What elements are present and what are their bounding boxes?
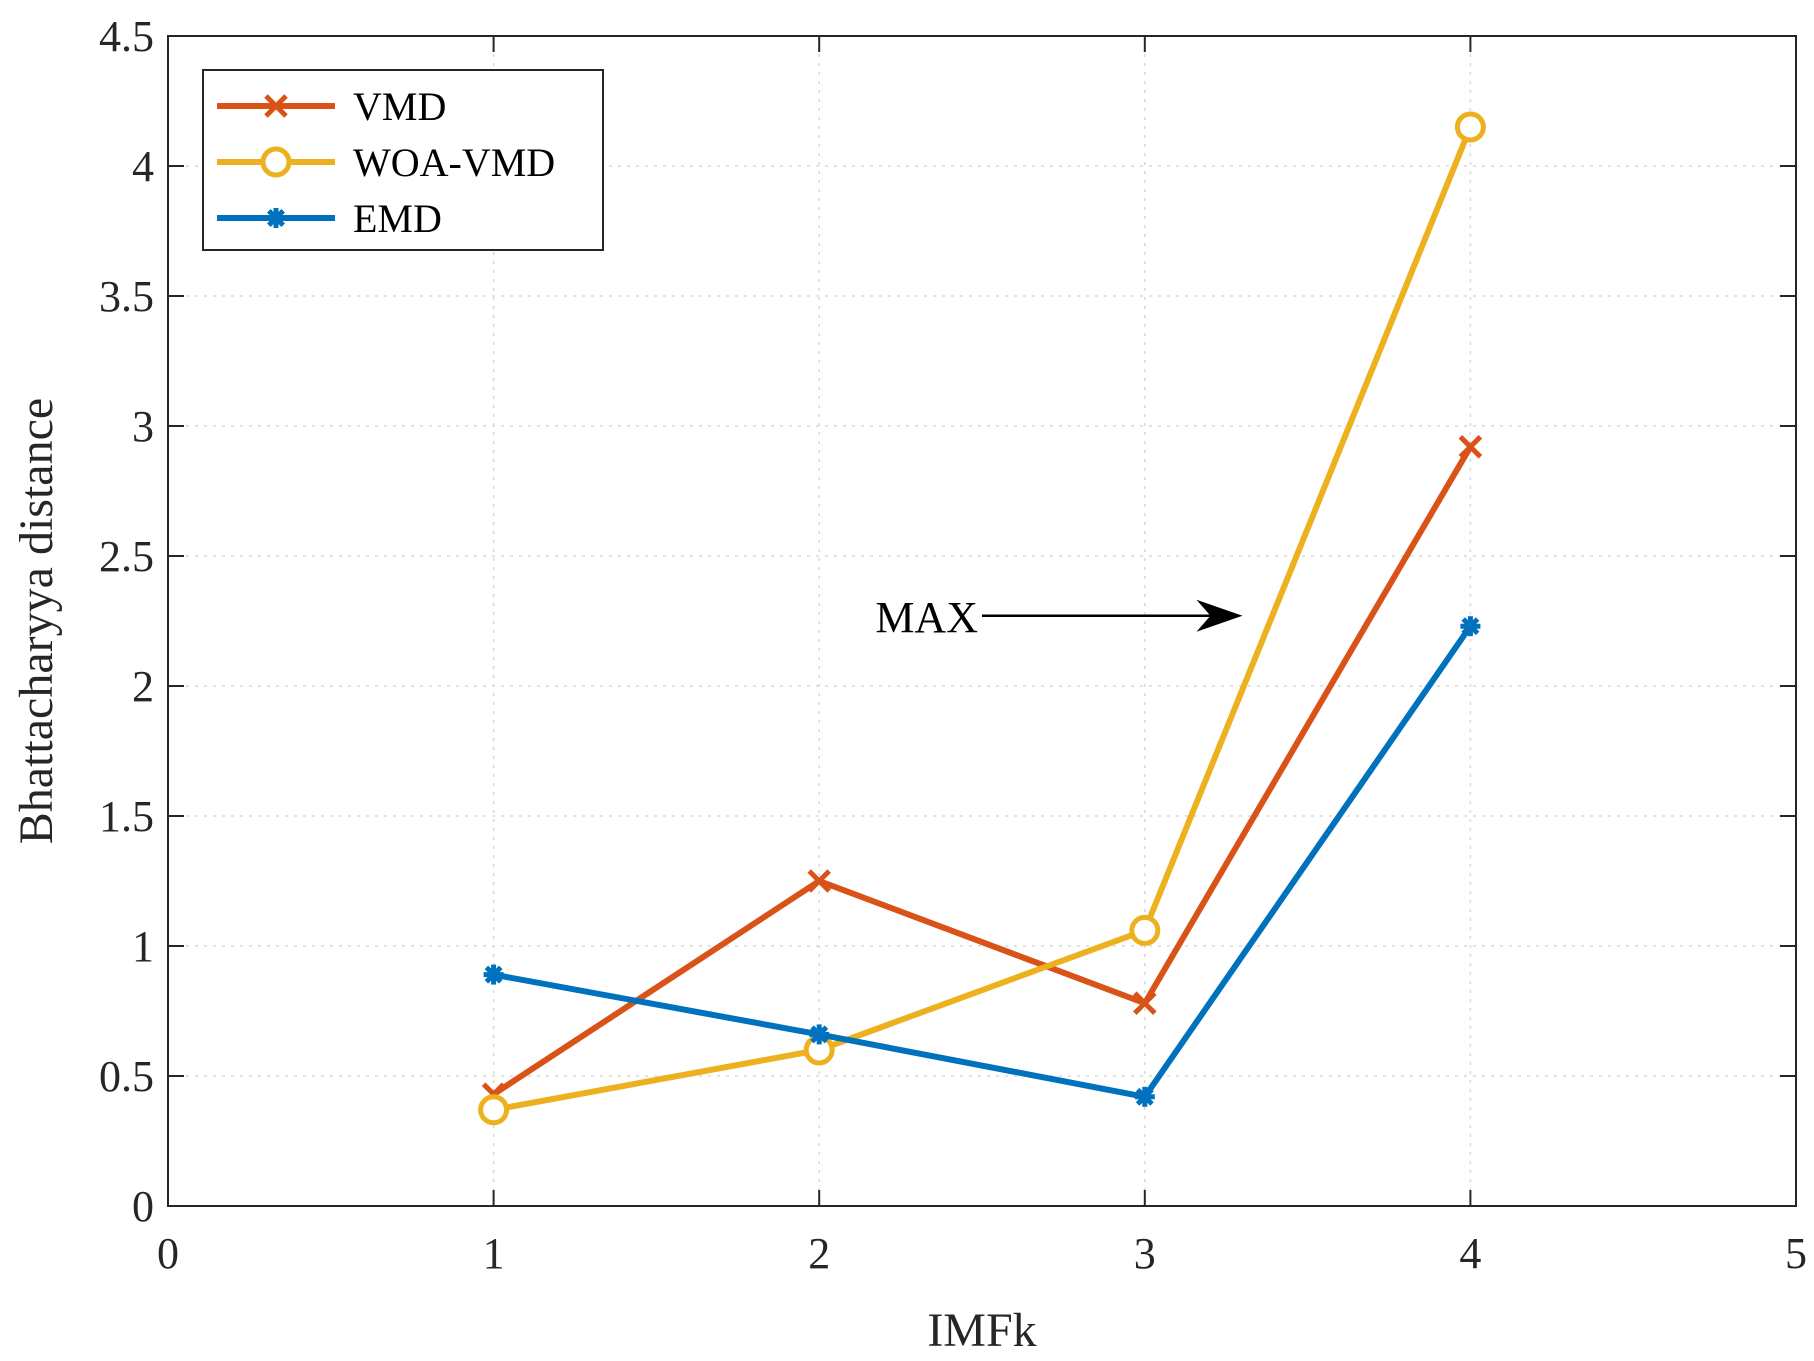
data-point-emd [809,1024,830,1045]
series-woa-vmd [478,111,1486,1126]
plot-area-frame [167,35,1797,1207]
marker-star-stroke [810,1025,829,1044]
marker-x-stroke [807,869,831,893]
marker-x-stroke [1133,991,1157,1015]
legend-swatch-marker [260,146,292,178]
y-tick-label: 4 [132,142,154,191]
x-tick-label: 1 [483,1229,505,1278]
annotations: MAX [875,593,1243,642]
data-point-emd [1134,1086,1155,1107]
legend-label: VMD [353,84,446,129]
data-point-emd [483,964,504,985]
legend-swatch-marker [266,208,286,228]
x-tick-label: 2 [808,1229,830,1278]
x-axis-title: IMFk [927,1304,1036,1357]
y-axis-title: Bhattacharyya distance [10,398,63,844]
legend-entry-emd: EMD [217,196,442,241]
data-point-vmd [1458,435,1483,459]
y-tick-label: 2 [132,662,154,711]
series-emd [483,616,1481,1107]
legend-label: WOA-VMD [353,140,555,185]
y-tick-label: 1.5 [99,792,154,841]
legend-label: EMD [353,196,442,241]
series-line-emd [493,624,1473,1100]
x-tick-label: 0 [157,1229,179,1278]
legend-entry-woa-vmd: WOA-VMD [217,140,555,185]
marker-x-stroke [264,94,288,118]
x-tick-label: 5 [1785,1229,1807,1278]
y-tick-label: 0 [132,1182,154,1231]
data-point-woa-vmd [1129,914,1161,946]
legend-swatch-marker [264,94,288,118]
x-tick-label: 3 [1134,1229,1156,1278]
y-tick-label: 3 [132,402,154,451]
data-point-vmd [807,869,831,893]
data-point-emd [1460,616,1481,637]
series-line-vmd [491,445,1473,1097]
axis-ticks: 0 1 2 3 4 5 0 0.5 1 1.5 2 2.5 3 3.5 4 4.5 [99,12,1807,1278]
annotation-arrow-head [1196,599,1243,632]
annotation-label: MAX [875,593,978,642]
y-tick-label: 4.5 [99,12,154,61]
y-tick-label: 0.5 [99,1052,154,1101]
series-line-woa-vmd [493,125,1474,1113]
legend-entry-vmd: VMD [217,84,446,129]
marker-star-stroke [1461,617,1480,636]
marker-star-stroke [484,965,503,984]
data-point-vmd [1133,991,1157,1015]
x-tick-label: 4 [1459,1229,1481,1278]
data-point-woa-vmd [1454,111,1486,143]
y-tick-label: 3.5 [99,272,154,321]
marker-star-stroke [1135,1087,1154,1106]
legend: VMD WOA-VMD EMD [202,69,604,251]
y-tick-label: 1 [132,922,154,971]
y-tick-label: 2.5 [99,532,154,581]
marker-x-stroke [1458,435,1483,459]
series [478,111,1486,1126]
marker-star-stroke [267,209,285,227]
data-point-woa-vmd [478,1094,510,1126]
